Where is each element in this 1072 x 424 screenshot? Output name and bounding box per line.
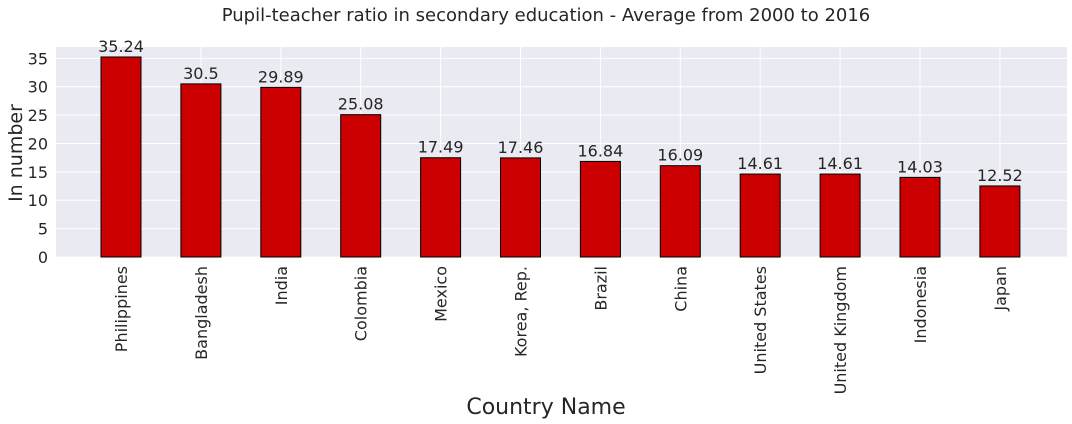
x-tick-label: Brazil (591, 266, 610, 311)
x-axis-label: Country Name (466, 395, 625, 420)
bar (659, 165, 701, 258)
data-labels: 35.24 30.5 29.89 25.08 17.49 17.46 16.84 16.09 1… (98, 37, 1023, 185)
y-axis-ticks: 0 5 10 15 20 25 30 35 (28, 49, 48, 267)
y-tick-label: 5 (38, 220, 48, 239)
x-tick-label: India (272, 266, 291, 305)
data-label: 30.5 (183, 64, 219, 83)
x-axis-ticks: Philippines Bangladesh India Colombia Mexico… (112, 266, 1010, 394)
y-tick-label: 20 (28, 134, 48, 153)
bars (100, 56, 1021, 258)
data-label: 14.61 (817, 154, 863, 173)
bar (579, 160, 621, 258)
y-tick-label: 15 (28, 163, 48, 182)
y-tick-label: 35 (28, 49, 48, 68)
data-label: 14.61 (737, 154, 783, 173)
data-label: 12.52 (977, 166, 1023, 185)
x-tick-label: Philippines (112, 266, 131, 352)
bar (819, 173, 861, 258)
x-tick-label: Korea, Rep. (512, 266, 531, 357)
bar (979, 185, 1021, 258)
x-tick-label: United Kingdom (831, 266, 850, 394)
x-tick-label: Mexico (432, 266, 451, 322)
x-tick-label: Indonesia (911, 266, 930, 343)
x-tick-label: United States (751, 266, 770, 374)
data-label: 14.03 (897, 157, 943, 176)
y-tick-label: 10 (28, 191, 48, 210)
plot-area (56, 47, 1067, 257)
x-tick-label: China (671, 266, 690, 312)
data-label: 17.49 (418, 138, 464, 157)
data-label: 29.89 (258, 67, 304, 86)
bar (100, 56, 142, 258)
data-label: 35.24 (98, 37, 144, 56)
chart-title: Pupil-teacher ratio in secondary educati… (222, 5, 871, 26)
data-label: 25.08 (338, 95, 384, 114)
bar (180, 83, 222, 258)
data-label: 16.09 (657, 146, 703, 165)
data-label: 16.84 (577, 141, 623, 160)
y-tick-label: 25 (28, 106, 48, 125)
bar (739, 173, 781, 258)
y-axis-label: In number (5, 104, 27, 202)
y-tick-label: 0 (38, 248, 48, 267)
x-tick-label: Colombia (352, 266, 371, 341)
bar (260, 86, 302, 258)
bar (500, 157, 541, 258)
y-tick-label: 30 (28, 78, 48, 97)
bar (420, 157, 462, 258)
x-tick-label: Bangladesh (192, 266, 211, 360)
x-tick-label: Japan (991, 266, 1010, 312)
bar (899, 176, 941, 258)
bar (340, 114, 382, 258)
data-label: 17.46 (498, 138, 544, 157)
